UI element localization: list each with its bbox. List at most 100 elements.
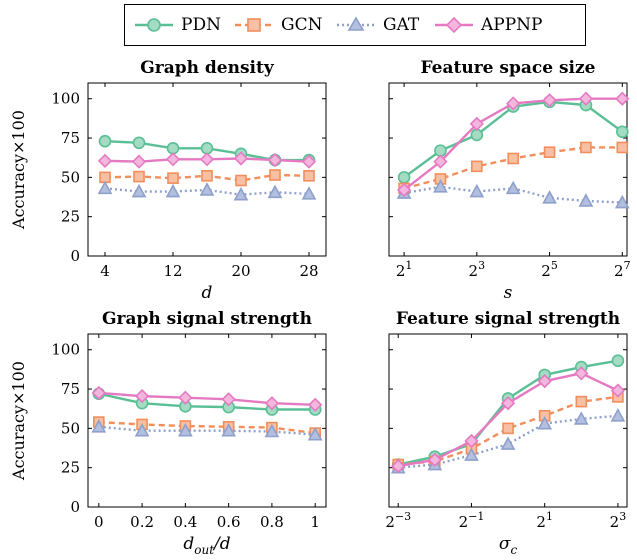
data-point-appnp [391,458,406,474]
y-tick-label: 75 [61,380,80,398]
chart-panel-2: Feature space size 21 23 25 27 s [388,58,631,303]
y-axis-label: Accuracy×100 [9,361,28,481]
y-tick-label: 50 [61,168,80,186]
data-point-gcn [616,141,629,154]
chart-title: Feature signal strength [396,309,620,329]
data-point-gat [610,408,626,422]
data-point-appnp [301,154,317,169]
data-point-gat [221,423,236,437]
data-point-pdn [98,134,112,148]
data-point-appnp [574,366,589,381]
data-point-pdn [470,128,484,142]
data-point-gat [464,447,479,461]
data-point-appnp [233,151,249,166]
y-tick-label: 100 [51,341,80,359]
chart-panel-1: Graph density 0 25 50 75 100 4 12 20 28 d Accuracy×… [9,58,327,303]
data-point-gcn [167,172,179,184]
x-tick-label: 0.6 [217,513,241,531]
data-point-appnp [165,152,181,167]
plot-frame [388,82,628,257]
data-point-appnp [578,91,594,106]
data-point-appnp [500,396,516,411]
data-point-gcn [502,422,514,435]
x-tick-label: 0.2 [130,513,154,531]
y-tick-label: 50 [61,419,80,437]
data-point-gcn [580,141,592,154]
data-point-gcn [201,169,213,182]
legend-label-pdn: PDN [181,15,221,35]
x-tick-label: 25 [541,259,558,280]
data-point-appnp [464,433,479,449]
data-point-appnp [610,383,626,398]
data-point-gcn [543,146,556,158]
chart-title: Graph density [140,58,275,78]
series-line-pdn [403,100,624,179]
series-line-gcn [98,420,316,435]
x-tick-label: 28 [299,262,318,280]
data-point-gcn [235,174,247,187]
data-point-appnp [537,374,552,389]
data-point-gat [469,183,485,198]
data-point-gcn [303,169,315,182]
data-point-gat [537,415,553,430]
data-point-appnp [221,392,236,407]
data-point-gat [500,436,516,450]
legend-item-gcn: GCN [233,5,322,45]
data-point-gcn [575,395,588,408]
data-point-gat [573,411,589,425]
data-point-gat [233,186,249,201]
x-tick-label: 0.4 [173,513,197,531]
data-point-gcn [471,160,483,173]
data-point-appnp [97,153,113,168]
data-point-gat [267,184,283,199]
data-point-gat [178,423,193,437]
x-tick-label: 23 [469,259,486,280]
data-point-appnp [506,96,521,111]
data-point-gcn [269,169,281,181]
data-point-appnp [308,397,323,412]
data-point-gat [307,426,323,441]
data-point-gat [264,423,280,438]
series-line-gat [98,425,316,436]
plot-frame [87,82,327,257]
x-axis-label: d [202,283,213,303]
chart-panel-3: Graph signal strength 0 25 50 75 100 0 0.2 0.4 0.… [9,309,327,557]
x-axis-label: s [504,283,513,303]
legend-swatch-gat [337,16,375,31]
y-tick-label: 75 [61,129,80,147]
data-point-gcn [507,152,519,165]
series-line-appnp [98,391,316,406]
data-point-pdn [615,125,629,139]
x-tick-label: 21 [536,510,553,531]
chart-title: Feature space size [421,58,596,78]
data-point-gat [542,190,557,204]
x-axis-label: dout/d [183,534,230,557]
y-tick-label: 100 [51,90,80,108]
plot-frame [87,333,327,508]
legend-item-pdn: PDN [133,5,221,45]
data-point-gat [97,180,113,195]
data-point-appnp [134,388,150,404]
data-point-gat [578,193,594,207]
data-point-appnp [199,152,215,167]
y-tick-label: 25 [61,208,80,226]
x-tick-label: 27 [614,259,631,280]
legend-swatch-appnp [435,16,473,34]
data-point-appnp [267,152,283,168]
data-point-pdn [200,141,214,155]
chart-legend: PDN GCN GAT APPNP [124,4,586,46]
data-point-pdn [611,354,625,368]
plot-frame [388,333,628,508]
data-point-appnp [178,390,193,405]
y-tick-label: 0 [70,247,80,265]
legend-item-gat: GAT [335,5,419,45]
legend-label-appnp: APPNP [481,15,543,35]
data-point-appnp [91,385,106,401]
y-axis-label: Accuracy×100 [9,110,28,230]
x-tick-label: 23 [610,510,627,531]
data-point-gat [301,186,317,200]
x-tick-label: 0.8 [260,513,284,531]
legend-label-gcn: GCN [281,15,323,35]
x-axis-label: σc [499,534,518,557]
data-point-gat [505,180,521,195]
